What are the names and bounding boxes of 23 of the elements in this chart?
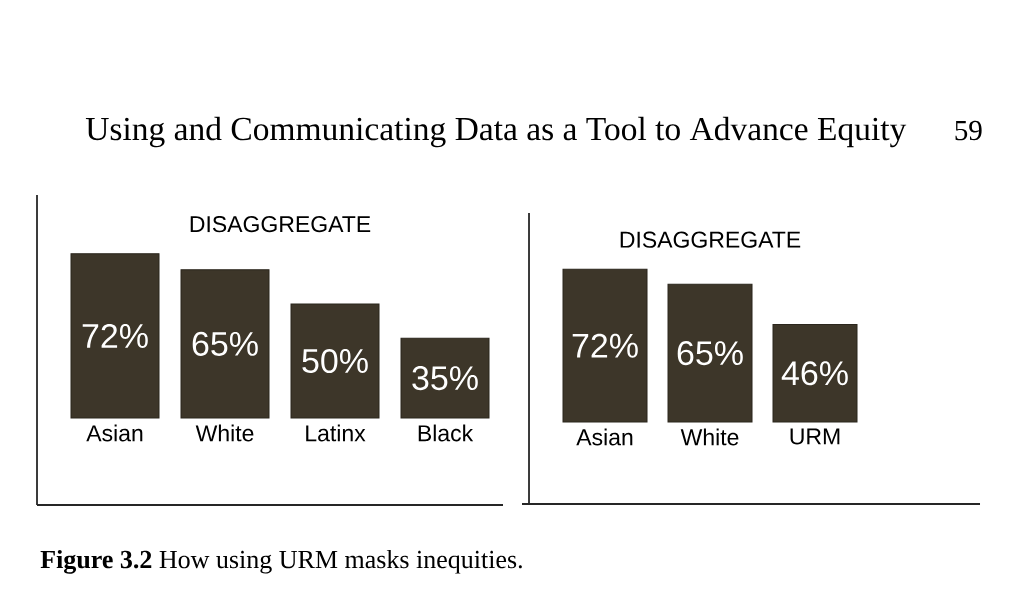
data-label: 65% xyxy=(677,341,743,366)
bar xyxy=(180,269,270,419)
x-tick-label: Black xyxy=(418,424,474,442)
x-tick-label: Asian xyxy=(86,424,143,442)
data-label: 35% xyxy=(412,366,478,391)
x-tick-label: Latinx xyxy=(306,424,366,442)
bar xyxy=(70,253,160,419)
x-tick-label: White xyxy=(680,428,739,446)
text: Figure 3.2 How using URM masks inequities. xyxy=(40,549,522,574)
chart-title: DISAGGREGATE xyxy=(190,216,371,233)
bar xyxy=(400,337,490,419)
data-label: 46% xyxy=(781,361,848,386)
x-tick-label: URM xyxy=(790,428,840,445)
bar xyxy=(290,303,380,419)
data-label: 72% xyxy=(82,323,148,348)
chart-title: DISAGGREGATE xyxy=(620,231,801,248)
data-label: 72% xyxy=(572,333,638,358)
data-label: 50% xyxy=(302,348,368,374)
text: 59 xyxy=(955,120,982,141)
data-label: 65% xyxy=(192,331,258,356)
x-tick-label: Asian xyxy=(576,428,633,446)
text: Using and Communicating Data as a Tool to Advance Equity xyxy=(85,116,907,148)
x-tick-label: White xyxy=(195,424,254,442)
